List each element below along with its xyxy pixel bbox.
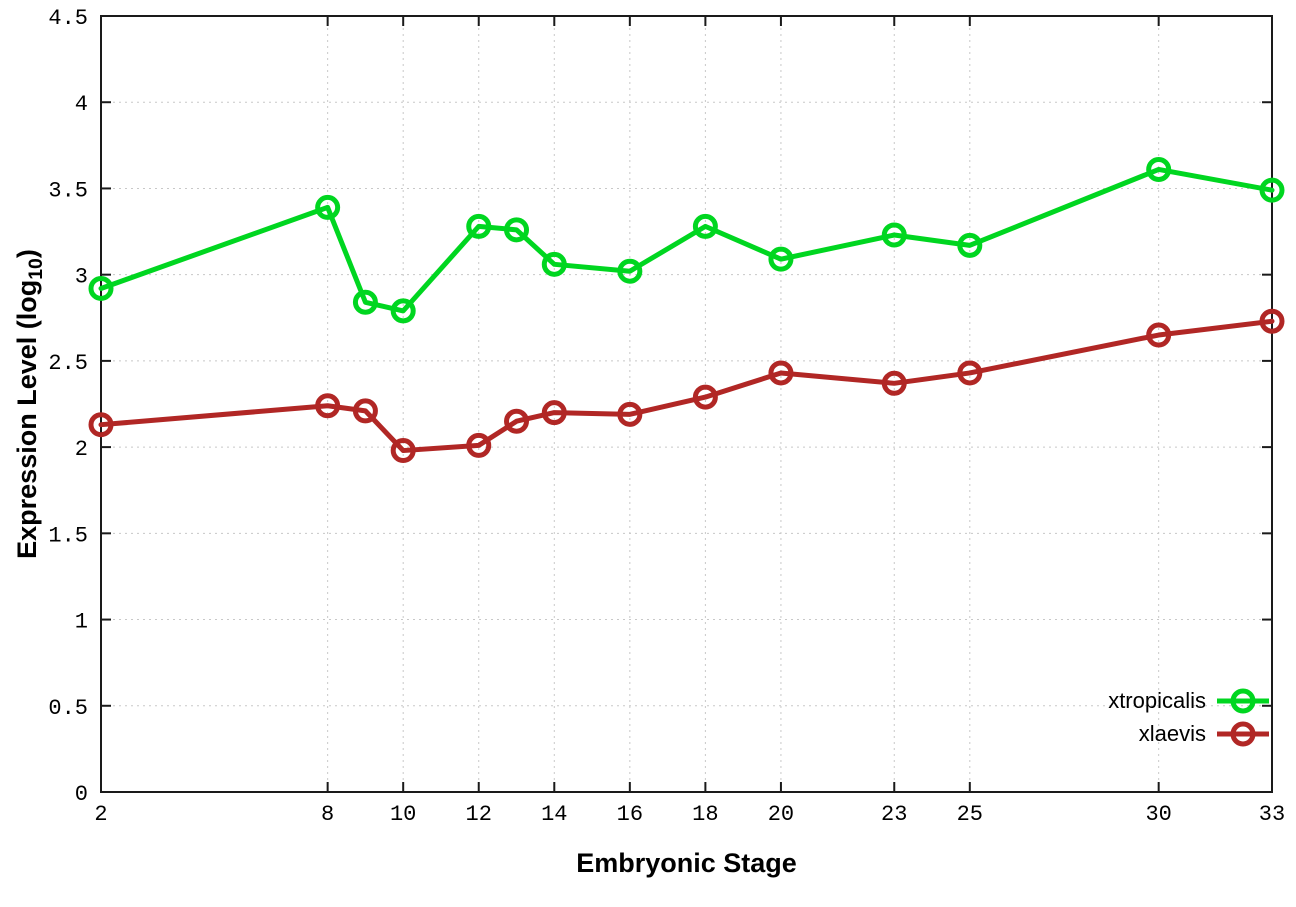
x-tick-label: 14 — [541, 802, 567, 827]
x-tick-label: 18 — [692, 802, 718, 827]
series-line-xtropicalis — [98, 166, 1275, 314]
x-tick-label: 8 — [321, 802, 334, 827]
legend: xtropicalis xlaevis — [1108, 688, 1270, 747]
y-tick-label: 1.5 — [48, 523, 88, 548]
data-point-xlaevis — [881, 370, 907, 396]
x-tick-label: 20 — [768, 802, 794, 827]
legend-row-xtropicalis: xtropicalis — [1108, 688, 1270, 714]
y-tick-label: 4.5 — [48, 6, 88, 31]
x-tick-label: 25 — [957, 802, 983, 827]
y-axis-title-suffix: ) — [11, 249, 42, 259]
y-axis-title-text: Expression Level (log — [11, 279, 42, 559]
legend-label-xlaevis: xlaevis — [1138, 721, 1206, 746]
y-tick-label: 0 — [75, 782, 88, 807]
data-point-xlaevis — [1146, 322, 1172, 348]
data-point-xlaevis — [957, 360, 983, 386]
data-point-xlaevis — [504, 408, 530, 434]
y-tick-label: 3 — [75, 265, 88, 290]
data-point-xtropicalis — [617, 258, 643, 284]
x-tick-label: 23 — [881, 802, 907, 827]
legend-line-marker-icon — [1217, 721, 1269, 747]
x-tick-label: 2 — [94, 802, 107, 827]
data-point-xtropicalis — [466, 213, 492, 239]
legend-line-marker-icon — [1217, 688, 1269, 714]
data-point-xlaevis — [88, 412, 114, 438]
data-point-xtropicalis — [881, 222, 907, 248]
x-tick-label: 10 — [390, 802, 416, 827]
data-point-xtropicalis — [1146, 156, 1172, 182]
data-point-xtropicalis — [88, 275, 114, 301]
series-line-xlaevis — [98, 318, 1275, 454]
data-point-xlaevis — [768, 360, 794, 386]
x-tick-label: 16 — [617, 802, 643, 827]
data-point-xtropicalis — [315, 194, 341, 220]
y-tick-label: 3.5 — [48, 178, 88, 203]
data-point-xlaevis — [617, 401, 643, 427]
y-tick-label: 1 — [75, 610, 88, 635]
data-point-xlaevis — [692, 384, 718, 410]
data-point-xtropicalis — [352, 289, 378, 315]
data-point-xlaevis — [466, 432, 492, 458]
data-point-xlaevis — [1259, 308, 1285, 334]
legend-row-xlaevis: xlaevis — [1108, 721, 1270, 747]
data-point-xtropicalis — [504, 217, 530, 243]
x-tick-label: 12 — [466, 802, 492, 827]
data-point-xtropicalis — [768, 246, 794, 272]
data-point-xlaevis — [315, 393, 341, 419]
data-point-xtropicalis — [541, 251, 567, 277]
y-tick-label: 2 — [75, 437, 88, 462]
y-tick-label: 2.5 — [48, 351, 88, 376]
plot-border — [100, 15, 1273, 793]
x-tick-label: 33 — [1259, 802, 1285, 827]
y-axis-title-subscript: 10 — [25, 258, 48, 280]
data-point-xtropicalis — [1259, 177, 1285, 203]
data-point-xtropicalis — [390, 298, 416, 324]
y-tick-label: 4 — [75, 92, 88, 117]
data-point-xtropicalis — [957, 232, 983, 258]
data-point-xtropicalis — [692, 213, 718, 239]
data-point-xlaevis — [390, 438, 416, 464]
y-axis-title: Expression Level (log10) — [12, 249, 48, 559]
legend-label-xtropicalis: xtropicalis — [1108, 688, 1206, 713]
y-tick-label: 0.5 — [48, 696, 88, 721]
data-point-xlaevis — [541, 400, 567, 426]
data-point-xlaevis — [352, 398, 378, 424]
x-axis-title: Embryonic Stage — [576, 848, 797, 878]
x-tick-label: 30 — [1145, 802, 1171, 827]
